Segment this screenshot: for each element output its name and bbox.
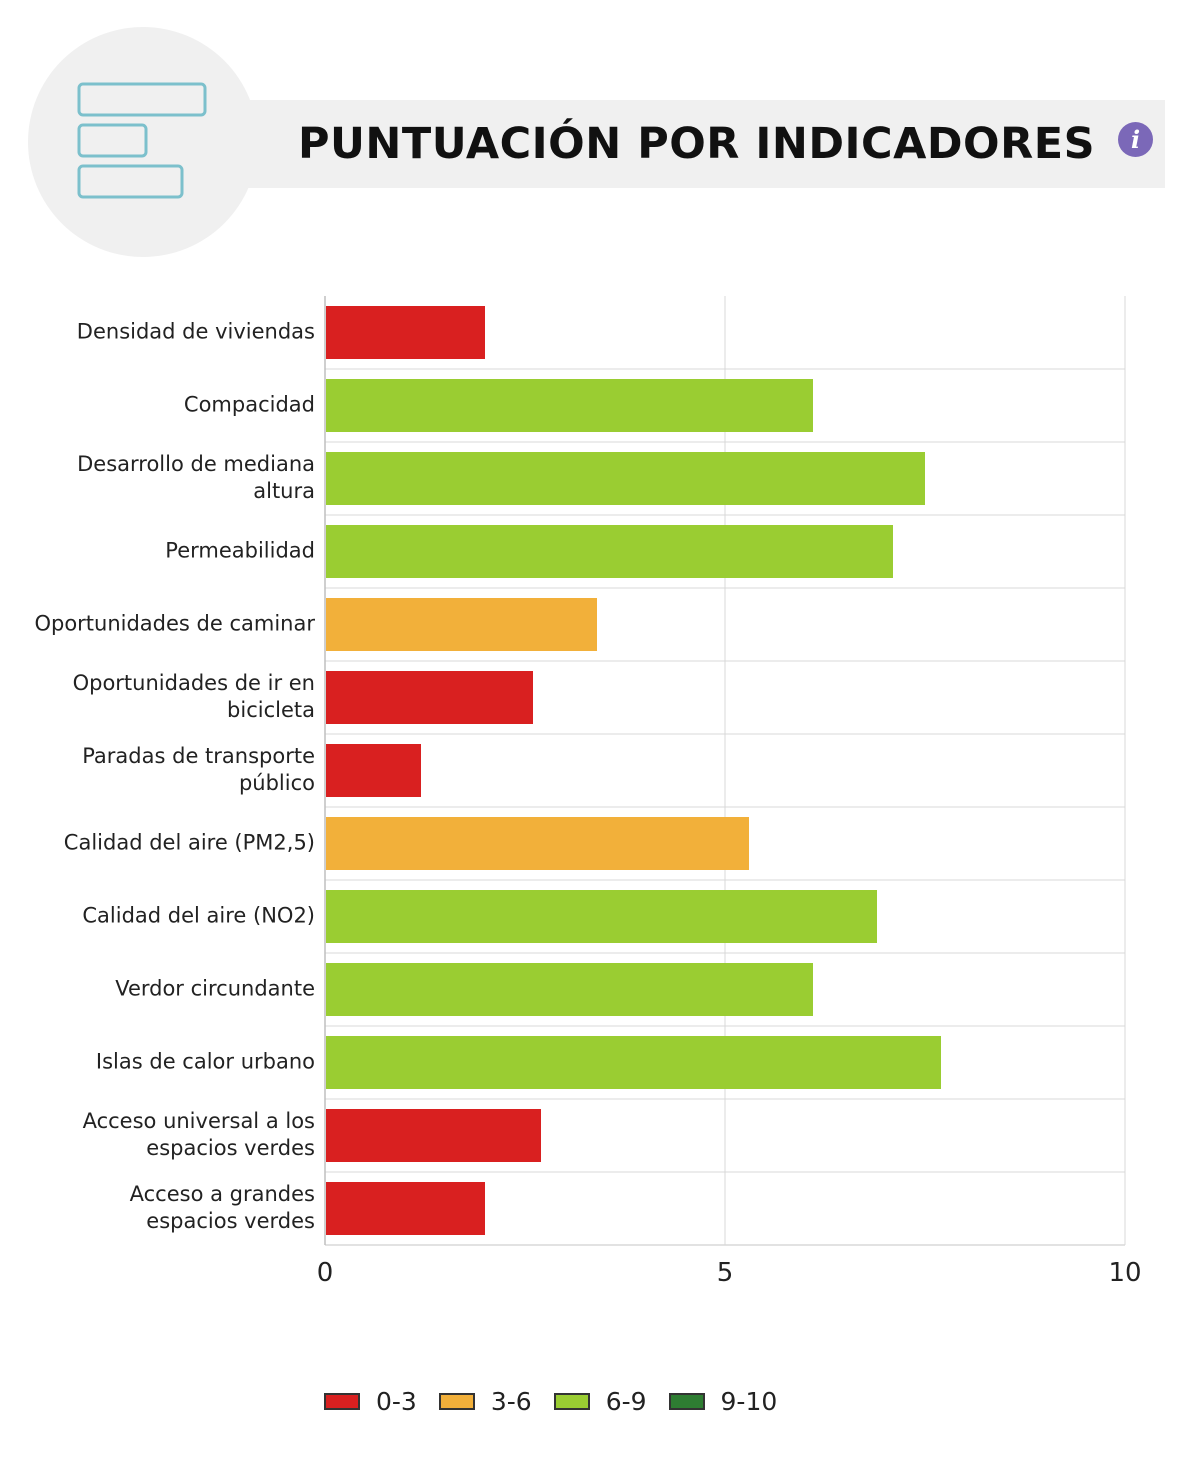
legend-label: 3-6 xyxy=(490,1386,532,1416)
legend-item: 0-3 xyxy=(324,1387,417,1416)
legend-swatch xyxy=(324,1392,360,1410)
category-label: espacios verdes xyxy=(146,1136,315,1160)
bar xyxy=(326,1109,541,1162)
legend-swatch xyxy=(553,1392,590,1410)
info-icon[interactable]: i xyxy=(1118,122,1153,157)
bar xyxy=(326,671,533,724)
header-band xyxy=(140,100,1165,188)
page-title: PUNTUACIÓN POR INDICADORES xyxy=(298,119,1096,169)
category-label: bicicleta xyxy=(227,698,315,722)
category-label: altura xyxy=(253,479,315,503)
header-circle xyxy=(28,27,258,257)
bar-chart: Densidad de viviendas Compacidad Desarroll… xyxy=(34,296,1142,1288)
x-tick-label: 10 xyxy=(1108,1258,1141,1288)
bar xyxy=(326,890,877,943)
chart-legend: 0-3 3-6 6-9 9-10 xyxy=(324,1384,799,1418)
category-label: Calidad del aire (PM2,5) xyxy=(64,831,315,855)
category-label: Islas de calor urbano xyxy=(96,1050,315,1074)
legend-swatch xyxy=(438,1392,475,1410)
bar xyxy=(326,1036,941,1089)
chart-header: PUNTUACIÓN POR INDICADORES i xyxy=(0,0,1200,270)
legend-label: 9-10 xyxy=(720,1386,778,1416)
category-label: Verdor circundante xyxy=(115,977,315,1001)
category-label: Oportunidades de ir en xyxy=(73,671,315,695)
bar xyxy=(326,598,597,651)
bar xyxy=(326,963,813,1016)
bar xyxy=(326,817,749,870)
x-tick-label: 5 xyxy=(717,1258,734,1288)
legend-swatch xyxy=(668,1392,705,1410)
bar-chart-icon xyxy=(77,82,207,199)
legend-label: 6-9 xyxy=(605,1386,647,1416)
x-tick-label: 0 xyxy=(317,1258,334,1288)
legend-item: 6-9 xyxy=(553,1386,647,1416)
category-label: Densidad de viviendas xyxy=(77,320,315,344)
bar xyxy=(326,525,893,578)
category-label: Permeabilidad xyxy=(165,539,315,563)
category-label: Acceso universal a los xyxy=(83,1109,315,1133)
category-label: espacios verdes xyxy=(146,1209,315,1233)
legend-item: 9-10 xyxy=(668,1386,778,1416)
category-label: público xyxy=(239,771,315,795)
bar xyxy=(326,744,421,797)
category-label: Oportunidades de caminar xyxy=(34,612,315,636)
bar xyxy=(326,452,925,505)
legend-label: 0-3 xyxy=(376,1386,417,1416)
category-label: Compacidad xyxy=(184,393,315,417)
bar xyxy=(326,306,485,359)
category-label: Desarrollo de mediana xyxy=(77,452,315,476)
bar xyxy=(326,1182,485,1235)
legend-item: 3-6 xyxy=(438,1386,532,1416)
category-label: Paradas de transporte xyxy=(82,744,315,768)
bar xyxy=(326,379,813,432)
category-label: Calidad del aire (NO2) xyxy=(82,904,315,928)
category-label: Acceso a grandes xyxy=(130,1182,315,1206)
